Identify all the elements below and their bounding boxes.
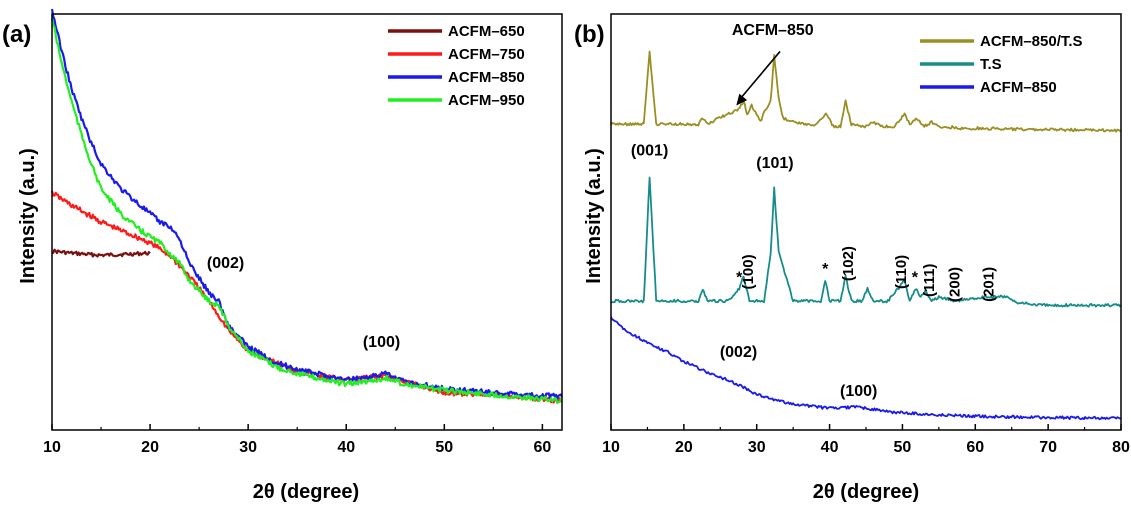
panel-b-legend: ACFM–850/T.S T.S ACFM–850 (920, 33, 1083, 96)
panel-b-arrowhead (736, 93, 748, 106)
panel-a-x-axis-title: 2θ (degree) (253, 481, 359, 503)
panel-b-x-tick-label-40: 40 (821, 439, 839, 456)
panel-a-legend-label-acfm-850: ACFM–850 (448, 69, 525, 86)
panel-a-x-ticks: 10 20 30 40 50 60 (43, 424, 551, 456)
panel-b-annotation-100-3: (100) (740, 254, 757, 289)
panel-a-y-axis-title: Intensity (a.u.) (17, 148, 39, 284)
panel-b-annotation-002-9: (002) (720, 344, 757, 361)
panel-a-x-tick-label-60: 60 (533, 439, 551, 456)
panel-a-series-acfm-650-line (51, 248, 151, 258)
panel-b-series-acfm-850-line (610, 316, 1122, 421)
panel-b-x-tick-label-80: 80 (1112, 439, 1130, 456)
panel-b-annotation-200-7: (200) (946, 267, 963, 302)
panel-a-series-acfm-950-line (50, 18, 563, 404)
panel-a-series (50, 8, 563, 404)
panel-b-annotation-101-2: (101) (756, 155, 793, 172)
panel-b-plot-frame (610, 13, 1122, 431)
panel-b-x-tick-label-10: 10 (602, 439, 620, 456)
panel-b-annotation-110-5: (110) (893, 255, 910, 289)
panel-a-legend: ACFM–650 ACFM–750 ACFM–850 ACFM–950 (388, 23, 525, 109)
panel-b-x-tick-label-20: 20 (675, 439, 693, 456)
panel-a-annotation-002-0: (002) (207, 255, 244, 272)
panel-b-legend-label-acfm-850-t-s: ACFM–850/T.S (980, 33, 1083, 50)
panel-a-legend-label-acfm-650: ACFM–650 (448, 23, 525, 40)
panel-a-annotations: (002) (100) (207, 255, 400, 351)
panel-b-annotation-102-4: (102) (840, 246, 857, 281)
panel-b-x-tick-label-60: 60 (966, 439, 984, 456)
panel-b-annotations: ACFM–850 (001) (101) (100) (102) (110) (111) (2… (631, 22, 998, 400)
panel-a-x-tick-label-10: 10 (43, 439, 61, 456)
panel-a-plot-frame (51, 13, 563, 431)
panel-a-series-acfm-850-line (50, 8, 563, 400)
panel-b-annotation-asterisk-11: * (736, 269, 743, 286)
panel-b-x-axis-title: 2θ (degree) (813, 481, 919, 503)
panel-b-label: (b) (574, 21, 605, 48)
panel-b-annotation-acfm-850-0: ACFM–850 (732, 22, 814, 39)
panel-a-legend-label-acfm-750: ACFM–750 (448, 46, 525, 63)
panel-a-x-tick-label-40: 40 (337, 439, 355, 456)
panel-b: (b) Intensity (a.u.) 2θ (degree) 10 20 30 4… (574, 13, 1130, 503)
panel-a-x-tick-label-50: 50 (435, 439, 453, 456)
panel-b-x-tick-label-70: 70 (1039, 439, 1057, 456)
panel-a-legend-label-acfm-950: ACFM–950 (448, 92, 525, 109)
panel-a: (a) Intensity (a.u.) 2θ (degree) 10 20 30 4… (2, 8, 563, 503)
panel-b-series-t-s-line (610, 176, 1122, 308)
panel-b-x-tick-label-30: 30 (748, 439, 766, 456)
panel-b-y-axis-title: Intensity (a.u.) (583, 148, 605, 284)
panel-b-annotation-asterisk-13: * (912, 269, 919, 286)
panel-b-series (610, 50, 1122, 421)
panel-b-legend-label-acfm-850: ACFM–850 (980, 79, 1057, 96)
panel-a-label: (a) (2, 21, 31, 48)
panel-b-legend-label-t-s: T.S (980, 56, 1002, 73)
panel-b-annotation-asterisk-12: * (822, 261, 829, 278)
panel-b-annotation-100-10: (100) (840, 383, 877, 400)
panel-b-annotation-arrow (740, 50, 781, 99)
panel-b-annotation-201-8: (201) (981, 267, 998, 302)
panel-b-x-ticks: 10 20 30 40 50 60 70 80 (602, 424, 1130, 456)
panel-b-series-acfm-850-t-s-line (610, 50, 1122, 133)
panel-b-x-tick-label-50: 50 (894, 439, 912, 456)
panel-a-x-tick-label-20: 20 (141, 439, 159, 456)
panel-b-annotation-001-1: (001) (631, 142, 668, 159)
panel-a-x-tick-label-30: 30 (239, 439, 257, 456)
panel-b-annotation-111-6: (111) (921, 264, 938, 297)
panel-a-annotation-100-1: (100) (363, 334, 400, 351)
